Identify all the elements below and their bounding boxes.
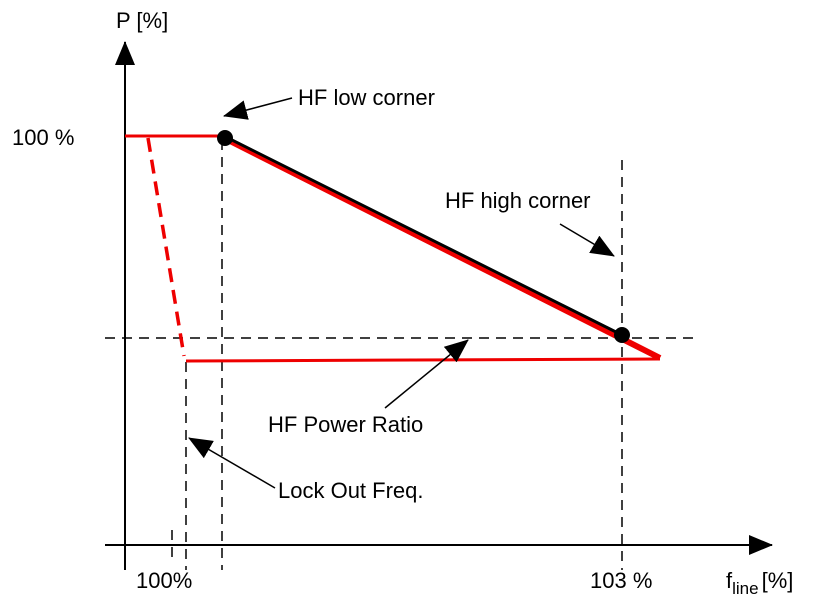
annotation: HF low corner xyxy=(298,85,435,110)
x-axis-label: fline [%] xyxy=(726,568,793,596)
x-label: 103 % xyxy=(590,568,652,593)
annotation: Lock Out Freq. xyxy=(278,478,424,503)
corner-dot xyxy=(614,327,630,343)
annotation: HF Power Ratio xyxy=(268,412,423,437)
corner-dot xyxy=(217,130,233,146)
annotation: HF high corner xyxy=(445,188,591,213)
y-label: 100 % xyxy=(12,125,74,150)
red-diagonal xyxy=(222,135,662,361)
red-bottom xyxy=(185,357,661,363)
pointer xyxy=(188,437,276,489)
black-diagonal xyxy=(223,134,623,337)
guides xyxy=(105,140,695,570)
x-label: 100% xyxy=(136,568,192,593)
pointer xyxy=(223,97,293,120)
pointer xyxy=(559,223,615,257)
y-axis-label: P [%] xyxy=(116,8,168,33)
red-dashed xyxy=(146,137,186,357)
pointer xyxy=(384,339,469,409)
